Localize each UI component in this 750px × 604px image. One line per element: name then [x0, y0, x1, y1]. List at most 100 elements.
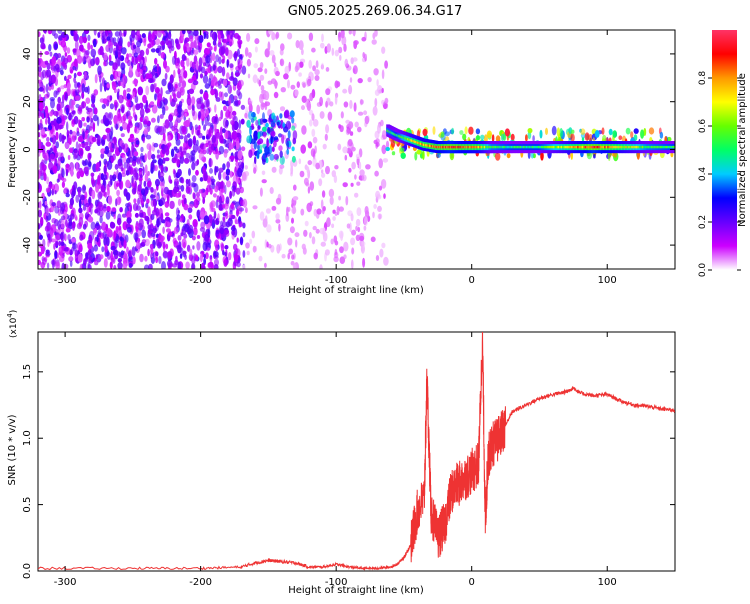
heatmap-cell: [95, 184, 100, 193]
heatmap-cell: [185, 261, 190, 269]
heatmap-cell: [191, 162, 196, 171]
heatmap-cell: [262, 153, 266, 160]
heatmap-cell: [248, 149, 253, 158]
heatmap-cell: [157, 45, 162, 50]
heatmap-cell: [198, 35, 204, 44]
heatmap-cell: [78, 143, 81, 150]
heatmap-cell: [459, 130, 464, 135]
heatmap-cell: [70, 166, 74, 177]
ridge-core-cell: [672, 145, 675, 149]
heatmap-cell: [144, 255, 148, 262]
heatmap-cell: [217, 66, 223, 74]
heatmap-cell: [220, 91, 224, 102]
heatmap-cell: [45, 249, 50, 254]
heatmap-cell: [146, 216, 150, 225]
heatmap-cell: [41, 128, 46, 136]
heatmap-cell: [86, 205, 90, 215]
heatmap-cell: [117, 172, 122, 182]
heatmap-cell: [44, 60, 49, 65]
heatmap-cell: [116, 217, 122, 226]
heatmap-cell: [140, 59, 144, 65]
heatmap-cell: [187, 78, 194, 84]
heatmap-cell: [85, 129, 89, 135]
heatmap-cell: [299, 170, 305, 178]
heatmap-cell: [581, 137, 585, 142]
heatmap-cell: [128, 249, 133, 258]
heatmap-cell: [254, 156, 257, 165]
heatmap-cell: [126, 226, 132, 233]
heatmap-cell: [144, 153, 147, 162]
heatmap-cell: [123, 31, 127, 37]
heatmap-cell: [264, 262, 267, 268]
heatmap-cell: [175, 192, 181, 198]
heatmap-cell: [73, 58, 78, 68]
heatmap-cell: [292, 130, 298, 140]
heatmap-cell: [210, 30, 214, 33]
heatmap-cell: [176, 91, 182, 99]
heatmap-cell: [101, 246, 105, 253]
heatmap-cell: [254, 38, 260, 45]
heatmap-cell: [625, 127, 631, 135]
heatmap-cell: [334, 165, 339, 170]
heatmap-cell: [266, 138, 269, 148]
heatmap-cell: [79, 44, 84, 52]
heatmap-cell: [93, 30, 97, 36]
heatmap-cell: [123, 239, 127, 249]
heatmap-cell: [382, 158, 389, 163]
heatmap-cell: [119, 126, 124, 132]
heatmap-cell: [361, 36, 367, 42]
heatmap-cell: [319, 264, 323, 269]
heatmap-cell: [126, 93, 131, 100]
heatmap-cell: [149, 101, 155, 106]
heatmap-cell: [311, 47, 316, 53]
heatmap-cell: [134, 114, 138, 122]
heatmap-cell: [54, 77, 58, 86]
heatmap-cell: [155, 207, 160, 217]
heatmap-cell: [190, 182, 196, 188]
heatmap-cell: [56, 116, 62, 124]
heatmap-cell: [630, 131, 634, 139]
heatmap-cell: [198, 125, 201, 130]
heatmap-cell: [232, 138, 236, 147]
heatmap-cell: [183, 157, 190, 164]
colorbar-gradient: [712, 30, 737, 270]
heatmap-cell: [381, 99, 385, 105]
heatmap-cell: [172, 92, 176, 99]
heatmap-cell: [279, 106, 286, 112]
heatmap-cell: [264, 91, 270, 101]
heatmap-cell: [321, 169, 324, 174]
heatmap-cell: [41, 164, 47, 172]
heatmap-cell: [241, 155, 244, 164]
heatmap-cell: [56, 200, 62, 209]
heatmap-cell: [264, 68, 268, 74]
heatmap-cell: [551, 125, 557, 136]
heatmap-cell: [204, 116, 209, 127]
heatmap-cell: [151, 104, 158, 114]
heatmap-cell: [273, 91, 279, 99]
heatmap-cell: [140, 174, 143, 179]
heatmap-cell: [608, 128, 613, 136]
heatmap-cell: [49, 51, 53, 57]
heatmap-cell: [284, 65, 290, 75]
heatmap-cell: [262, 132, 267, 138]
heatmap-cell: [118, 180, 122, 189]
heatmap-cell: [344, 58, 349, 67]
heatmap-cell: [556, 127, 561, 138]
heatmap-cell: [206, 98, 210, 109]
heatmap-cell: [87, 34, 91, 41]
heatmap-cell: [238, 221, 243, 228]
heatmap-cell: [156, 154, 162, 160]
heatmap-cell: [142, 166, 145, 176]
heatmap-cell: [120, 167, 124, 172]
heatmap-cell: [312, 225, 317, 231]
heatmap-cell: [142, 193, 147, 202]
heatmap-cell: [245, 207, 248, 214]
heatmap-cell: [377, 205, 382, 212]
heatmap-cell: [532, 135, 535, 142]
heatmap-cell: [113, 213, 116, 220]
heatmap-cell: [361, 174, 367, 182]
heatmap-cell: [191, 263, 196, 269]
heatmap-cell: [189, 35, 194, 42]
heatmap-cell: [422, 128, 428, 137]
heatmap-cell: [74, 89, 80, 94]
